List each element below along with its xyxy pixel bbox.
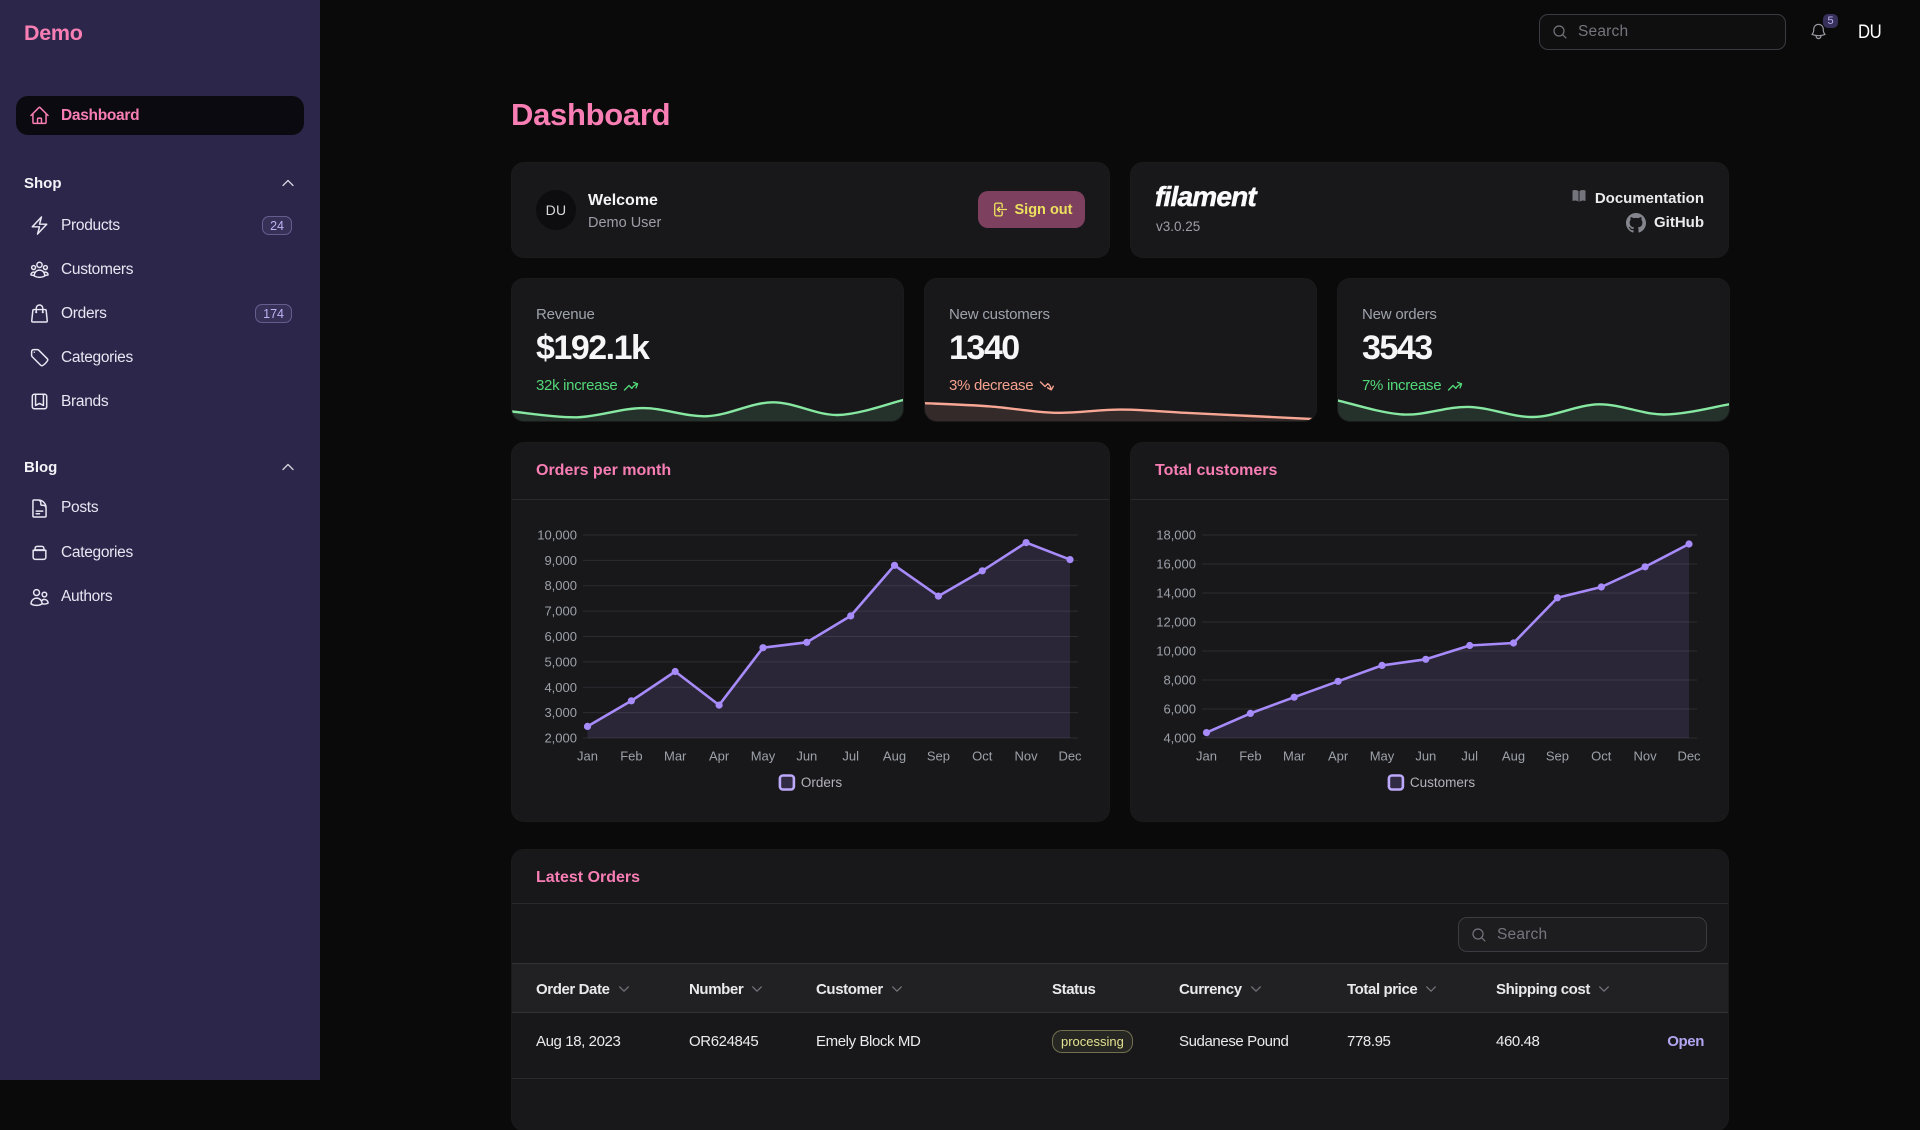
svg-text:Aug: Aug <box>883 749 906 764</box>
svg-text:Customers: Customers <box>1410 775 1476 790</box>
svg-text:12,000: 12,000 <box>1156 615 1196 630</box>
svg-text:Feb: Feb <box>1239 749 1261 764</box>
svg-text:Jan: Jan <box>577 749 598 764</box>
svg-text:Orders: Orders <box>801 775 843 790</box>
svg-text:Jun: Jun <box>796 749 817 764</box>
svg-text:10,000: 10,000 <box>1156 644 1196 659</box>
svg-text:4,000: 4,000 <box>544 680 577 695</box>
svg-text:May: May <box>751 749 776 764</box>
svg-text:5,000: 5,000 <box>544 654 577 669</box>
svg-text:7,000: 7,000 <box>544 604 577 619</box>
svg-text:14,000: 14,000 <box>1156 586 1196 601</box>
svg-text:Nov: Nov <box>1634 749 1658 764</box>
svg-text:Mar: Mar <box>1283 749 1306 764</box>
svg-text:2,000: 2,000 <box>544 731 577 746</box>
svg-text:Aug: Aug <box>1502 749 1525 764</box>
svg-text:Dec: Dec <box>1677 749 1701 764</box>
svg-text:9,000: 9,000 <box>544 553 577 568</box>
svg-text:18,000: 18,000 <box>1156 528 1196 543</box>
svg-text:Oct: Oct <box>1591 749 1612 764</box>
svg-text:Jan: Jan <box>1196 749 1217 764</box>
svg-text:Apr: Apr <box>1328 749 1349 764</box>
svg-text:10,000: 10,000 <box>537 528 577 543</box>
svg-text:Jun: Jun <box>1415 749 1436 764</box>
svg-text:16,000: 16,000 <box>1156 557 1196 572</box>
svg-text:4,000: 4,000 <box>1163 731 1196 746</box>
svg-text:Oct: Oct <box>972 749 993 764</box>
svg-text:Dec: Dec <box>1058 749 1082 764</box>
svg-text:Sep: Sep <box>1546 749 1569 764</box>
svg-text:Mar: Mar <box>664 749 687 764</box>
svg-text:Apr: Apr <box>709 749 730 764</box>
svg-text:6,000: 6,000 <box>1163 702 1196 717</box>
svg-text:3,000: 3,000 <box>544 705 577 720</box>
svg-text:8,000: 8,000 <box>1163 673 1196 688</box>
svg-text:8,000: 8,000 <box>544 578 577 593</box>
svg-text:Jul: Jul <box>842 749 859 764</box>
svg-text:Sep: Sep <box>927 749 950 764</box>
svg-text:Feb: Feb <box>620 749 642 764</box>
svg-text:6,000: 6,000 <box>544 629 577 644</box>
svg-text:Nov: Nov <box>1015 749 1039 764</box>
svg-text:Jul: Jul <box>1461 749 1478 764</box>
svg-text:May: May <box>1370 749 1395 764</box>
